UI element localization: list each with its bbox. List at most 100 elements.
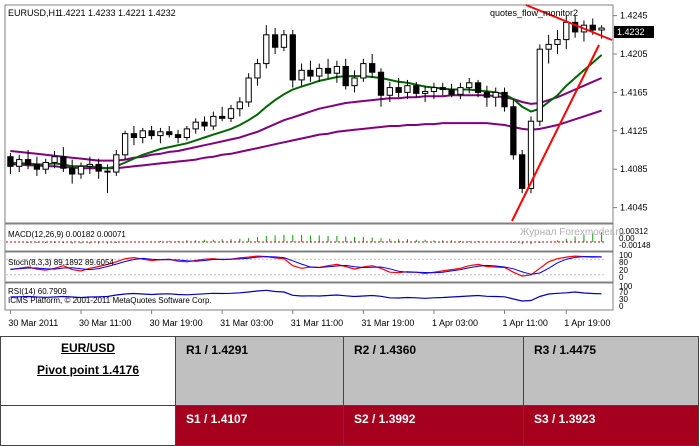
candle-body (527, 120, 535, 189)
candle-body (86, 163, 93, 167)
ohlc-header: 1.4221 1.4233 1.4221 1.4232 (58, 8, 176, 18)
candle-body (545, 43, 552, 50)
r1-cell: R1 / 1.4291 (175, 336, 344, 406)
pivot-title-cell: EUR/USD Pivot point 1.4176 (0, 336, 176, 406)
y-tick-label: 1.4165 (620, 87, 648, 97)
symbol-header: EURUSD,H1 (8, 8, 60, 18)
candle-body (33, 163, 41, 170)
macd-histogram (6, 232, 606, 245)
candle-body (404, 85, 411, 93)
sub-scale-label: 0.00 (619, 234, 635, 243)
candle-body (413, 85, 420, 94)
y-tick-label: 1.4125 (620, 126, 648, 136)
candle-body (421, 90, 429, 94)
candle-body (369, 63, 376, 73)
candle-body (210, 115, 217, 127)
candle-body (501, 91, 508, 108)
candle-body (589, 24, 596, 31)
candle-body (342, 65, 349, 87)
y-tick-label: 1.4245 (620, 11, 648, 21)
candle-body (510, 106, 517, 156)
candle-body (466, 82, 473, 89)
candle-body (148, 130, 155, 137)
price-tag: 1.4232 (617, 27, 645, 37)
rsi-label: RSI(14) 60.7909 (8, 287, 67, 296)
candle-body (60, 156, 67, 169)
x-tick-label: 31 Mar 19:00 (361, 318, 414, 328)
candle-body (42, 161, 49, 170)
candle-body (7, 156, 14, 167)
candle-body (298, 69, 305, 81)
s1-cell: S1 / 1.4107 (175, 404, 344, 446)
macd-label: MACD(12,26,9) 0.00182 0.00071 (8, 230, 126, 239)
candles (7, 15, 605, 194)
candle-body (351, 77, 358, 87)
candle-body (536, 48, 543, 122)
candle-body (280, 34, 288, 48)
candle-body (174, 134, 182, 139)
sub-scale-label: 100 (619, 282, 633, 291)
stoch-frame (4, 251, 614, 283)
candle-body (104, 170, 111, 173)
y-tick-label: 1.4045 (620, 203, 648, 213)
candle-body (448, 89, 455, 95)
support-trendline (511, 44, 600, 222)
platform-footer: ICMS Platform, © 2001-2011 MetaQuotes So… (8, 296, 212, 305)
y-tick-label: 1.4085 (620, 164, 648, 174)
price-chart: 1.4245 1.4205 1.4165 1.4125 1.4085 1.4045 30 … (4, 4, 654, 328)
watermark: Журнал Forexmoder.ru (520, 227, 624, 238)
sub-scale-label: -0.00148 (619, 241, 651, 250)
candle-body (430, 87, 438, 92)
sub-scale-label: 80 (619, 258, 628, 267)
x-tick-label: 1 Apr 03:00 (432, 318, 478, 328)
candle-body (95, 163, 102, 172)
x-tick-label: 31 Mar 11:00 (291, 318, 343, 328)
r2-cell: R2 / 1.4360 (343, 336, 524, 406)
main-plot-frame (4, 4, 614, 224)
x-tick-label: 31 Mar 03:00 (220, 318, 273, 328)
stoch-k-line (10, 255, 602, 277)
pivot-symbol: EUR/USD (60, 341, 115, 355)
candle-body (271, 34, 279, 48)
candle-body (554, 39, 561, 45)
sub-scale-label: 0.00312 (619, 227, 648, 236)
sub-scale-label: 100 (619, 251, 633, 260)
candle-body (166, 131, 173, 136)
x-tick-label: 30 Mar 11:00 (79, 318, 131, 328)
candle-body (24, 159, 32, 165)
x-tick-label: 1 Apr 19:00 (564, 318, 610, 328)
candle-body (192, 121, 199, 130)
candle-body (113, 154, 120, 173)
candle-body (201, 121, 208, 127)
candle-body (219, 115, 226, 119)
candle-body (598, 27, 605, 31)
price-tag-box (614, 26, 654, 38)
r3-cell: R3 / 1.4475 (523, 336, 699, 406)
indicator-label: quotes_flow_monitor2 (490, 8, 578, 18)
candle-body (69, 167, 76, 175)
x-tick-label: 30 Mar 2011 (8, 318, 58, 328)
candle-body (333, 65, 341, 74)
candle-body (77, 165, 85, 175)
candle-body (492, 91, 499, 98)
candle-body (254, 63, 261, 79)
candle-body (457, 87, 464, 95)
s2-cell: S2 / 1.3992 (343, 404, 524, 446)
y-tick-label: 1.4205 (620, 49, 648, 59)
sub-scale-label: 0 (619, 273, 624, 282)
sub-scale-label: 20 (619, 266, 628, 275)
rsi-frame (4, 282, 614, 311)
rsi-line (10, 289, 602, 302)
candle-body (245, 77, 252, 103)
candle-body (139, 130, 146, 139)
candle-body (324, 67, 332, 74)
candle-body (183, 128, 191, 139)
candle-body (386, 87, 393, 96)
candle-body (121, 133, 129, 156)
candle-body (483, 91, 491, 98)
candle-body (157, 131, 164, 137)
candle-body (227, 108, 235, 119)
candle-body (16, 159, 23, 167)
candle-body (130, 133, 138, 139)
